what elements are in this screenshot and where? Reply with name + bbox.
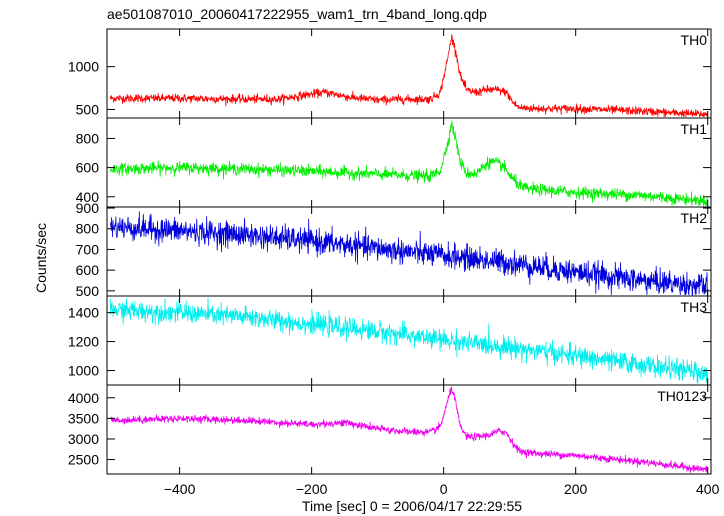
panel-th3: 1000 1200 1400 TH3 [68,295,712,386]
y-tick-label: 600 [76,262,100,278]
panels: 500 1000 TH0 400 600 800 TH1 500 600 700 800 900 TH2… [68,28,712,475]
panel-label-th1: TH1 [681,121,708,137]
y-tick-label: 4000 [68,390,99,406]
panel-th2: 500 600 700 800 900 TH2 [76,200,712,299]
y-tick-label: 800 [76,130,100,146]
panel-frame [106,28,712,119]
series-line-th0123 [110,386,709,473]
panel-th1: 400 600 800 TH1 [76,117,712,208]
panel-label-th3: TH3 [681,299,708,315]
chart-title: ae501087010_20060417222955_wam1_trn_4ban… [107,6,487,22]
y-tick-label: 1200 [68,334,99,350]
panel-th0: 500 1000 TH0 [68,28,712,119]
panel-label-th0: TH0 [681,32,708,48]
panel-label-th0123: TH0123 [657,388,707,404]
panel-label-th2: TH2 [681,210,708,226]
y-tick-label: 1000 [68,59,99,75]
y-tick-label: 1400 [68,305,99,321]
y-tick-label: 600 [76,160,100,176]
series-line-th1 [109,120,709,207]
y-tick-label: 2500 [68,452,99,468]
x-tick-label: 200 [564,481,588,497]
x-tick-label: −400 [164,481,196,497]
x-tick-label: 400 [696,481,720,497]
x-axis-tick-labels: −400 −200 0 200 400 [164,481,720,497]
y-tick-label: 3500 [68,410,99,426]
y-tick-label: 500 [76,283,100,299]
panel-th0123: 2500 3000 3500 4000 TH0123 [68,384,712,475]
x-axis-label: Time [sec] 0 = 2006/04/17 22:29:55 [302,498,522,514]
y-tick-label: 500 [76,101,100,117]
y-tick-label: 800 [76,221,100,237]
series-line-th3 [109,297,709,384]
panel-frame [106,384,712,475]
y-tick-label: 3000 [68,431,99,447]
y-tick-label: 700 [76,241,100,257]
y-axis-label: Counts/sec [33,223,49,293]
series-line-th0 [109,34,709,118]
y-tick-label: 900 [76,200,100,216]
x-tick-label: 0 [440,481,448,497]
series-line-th2 [109,211,708,296]
x-tick-label: −200 [296,481,328,497]
y-tick-label: 400 [76,189,100,205]
y-tick-label: 1000 [68,363,99,379]
